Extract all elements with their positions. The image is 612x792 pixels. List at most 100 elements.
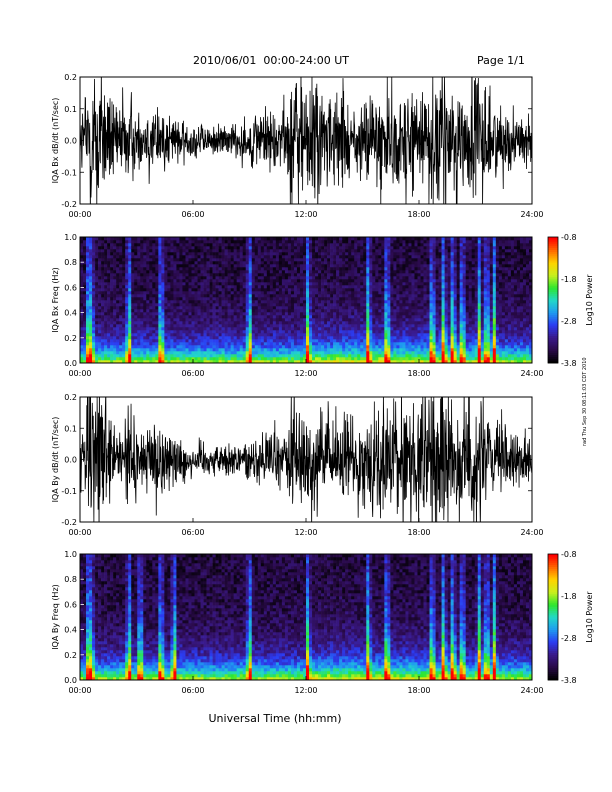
spectrogram-cell	[251, 351, 256, 355]
spectrogram-cell	[414, 348, 418, 352]
spectrogram-cell	[318, 291, 322, 295]
spectrogram-cell	[333, 354, 337, 358]
spectrogram-cell	[263, 294, 268, 298]
spectrogram-cell	[215, 276, 219, 280]
spectrogram-cell	[185, 309, 189, 313]
spectrogram-cell	[393, 309, 397, 313]
spectrogram-cell	[293, 330, 298, 334]
spectrogram-cell	[351, 288, 355, 292]
spectrogram-cell	[315, 327, 319, 331]
spectrogram-cell	[101, 240, 105, 244]
spectrogram-cell	[134, 333, 138, 337]
spectrogram-cell	[137, 312, 141, 316]
spectrogram-cell	[86, 288, 90, 292]
spectrogram-cell	[278, 357, 283, 361]
spectrogram-cell	[378, 333, 382, 337]
spectrogram-cell	[170, 357, 174, 361]
spectrogram-cell	[137, 324, 141, 328]
spectrogram-cell	[312, 288, 316, 292]
spectrogram-cell	[80, 294, 84, 298]
spectrogram-cell	[167, 294, 171, 298]
spectrogram-cell	[420, 333, 424, 337]
spectrogram-cell	[182, 249, 186, 253]
spectrogram-cell	[423, 345, 427, 349]
spectrogram-cell	[230, 312, 234, 316]
spectrogram-cell	[122, 351, 126, 355]
spectrogram-cell	[426, 255, 430, 259]
spectrogram-cell	[179, 342, 183, 346]
spectrogram-cell	[230, 336, 234, 340]
spectrogram-cell	[188, 264, 192, 268]
spectrogram-cell	[366, 351, 370, 355]
spectrogram-cell	[203, 309, 207, 313]
spectrogram-cell	[137, 321, 141, 325]
spectrogram-cell	[363, 327, 367, 331]
spectrogram-cell	[366, 252, 370, 256]
spectrogram-cell	[378, 324, 382, 328]
spectrogram-cell	[330, 264, 334, 268]
spectrogram-cell	[287, 348, 292, 352]
spectrogram-cell	[272, 315, 277, 319]
spectrogram-cell	[137, 258, 141, 262]
spectrogram-cell	[134, 249, 138, 253]
spectrogram-cell	[293, 273, 298, 277]
spectrogram-cell	[269, 312, 274, 316]
spectrogram-cell	[230, 306, 234, 310]
spectrogram-cell	[281, 321, 286, 325]
spectrogram-cell	[257, 348, 262, 352]
spectrogram-cell	[330, 315, 334, 319]
spectrogram-cell	[254, 357, 259, 361]
spectrogram-cell	[152, 339, 156, 343]
spectrogram-cell	[248, 237, 253, 241]
spectrogram-cell	[372, 279, 376, 283]
spectrogram-cell	[260, 276, 265, 280]
spectrogram-cell	[140, 246, 144, 250]
spectrogram-cell	[170, 240, 174, 244]
spectrogram-cell	[134, 273, 138, 277]
spectrogram-cell	[134, 345, 138, 349]
spectrogram-cell	[369, 258, 373, 262]
spectrogram-cell	[173, 246, 177, 250]
spectrogram-cell	[299, 252, 304, 256]
spectrogram-cell	[203, 354, 207, 358]
spectrogram-cell	[281, 267, 286, 271]
spectrogram-cell	[107, 354, 111, 358]
spectrogram-cell	[378, 330, 382, 334]
spectrogram-cell	[372, 261, 376, 265]
spectrogram-cell	[209, 261, 213, 265]
spectrogram-cell	[281, 264, 286, 268]
spectrogram-cell	[233, 333, 237, 337]
spectrogram-cell	[110, 237, 114, 241]
spectrogram-cell	[299, 342, 304, 346]
spectrogram-cell	[182, 306, 186, 310]
spectrogram-cell	[348, 339, 352, 343]
spectrogram-cell	[80, 312, 84, 316]
spectrogram-cell	[299, 291, 304, 295]
spectrogram-cell	[206, 324, 210, 328]
spectrogram-cell	[98, 354, 102, 358]
spectrogram-cell	[266, 321, 271, 325]
spectrogram-cell	[164, 342, 168, 346]
spectrogram-cell	[321, 243, 325, 247]
spectrogram-cell	[248, 333, 253, 337]
spectrogram-cell	[420, 321, 424, 325]
spectrogram-cell	[336, 336, 340, 340]
spectrogram-cell	[390, 276, 394, 280]
spectrogram-cell	[272, 285, 277, 289]
spectrogram-cell	[188, 249, 192, 253]
spectrogram-cell	[206, 303, 210, 307]
spectrogram-cell	[257, 297, 262, 301]
spectrogram-cell	[245, 315, 250, 319]
spectrogram-cell	[312, 270, 316, 274]
spectrogram-cell	[351, 243, 355, 247]
spectrogram-cell	[191, 321, 195, 325]
spectrogram-cell	[309, 294, 313, 298]
spectrogram-cell	[375, 264, 379, 268]
spectrogram-cell	[375, 339, 379, 343]
spectrogram-cell	[224, 297, 228, 301]
spectrogram-cell	[194, 354, 198, 358]
spectrogram-cell	[408, 276, 412, 280]
spectrogram-cell	[224, 306, 228, 310]
spectrogram-cell	[354, 315, 358, 319]
spectrogram-cell	[339, 267, 343, 271]
